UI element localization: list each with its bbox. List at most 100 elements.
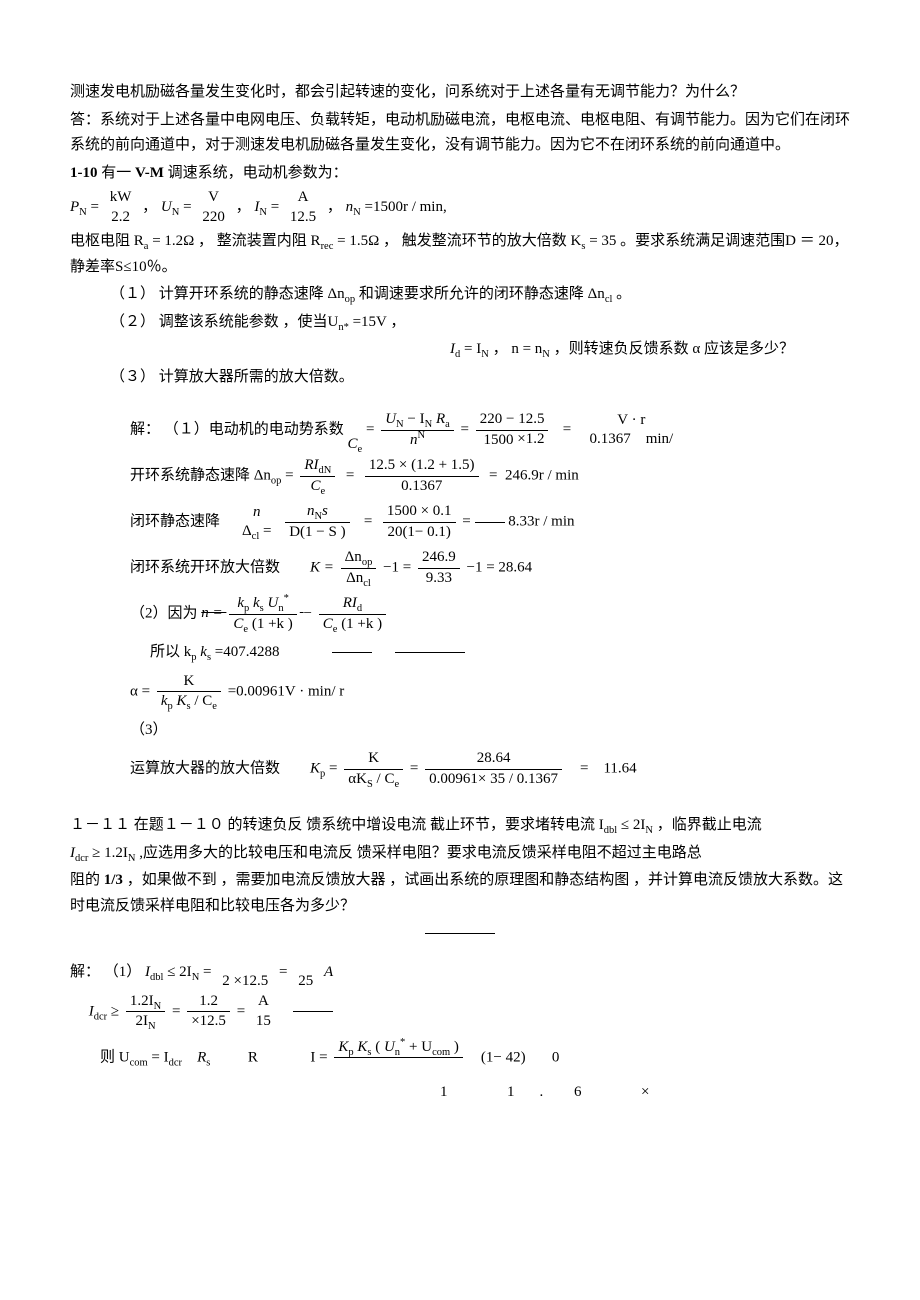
den: Δncl — [341, 569, 377, 589]
sub: e — [333, 624, 338, 635]
sym-P: P — [70, 199, 79, 215]
lhs: n Δcl = — [235, 503, 278, 542]
sub: a — [445, 419, 450, 430]
sym: U — [384, 1039, 395, 1055]
sym: − I — [407, 411, 424, 427]
problem-number: 1-10 — [70, 165, 98, 181]
eq: = — [271, 199, 283, 215]
text: 阻的 — [70, 872, 104, 888]
text: 电枢电阻 R — [70, 233, 144, 249]
sub: e — [394, 779, 399, 790]
text: n = kp ks Un* Ce (1 +k ) — [201, 605, 303, 621]
text: =407.4288 — [215, 644, 280, 660]
solution-8: 运算放大器的放大倍数 Kp = K αKS / Ce = 28.64 0.009… — [130, 749, 850, 789]
sub: N — [192, 971, 200, 982]
text: ，临界截止电流 — [657, 817, 762, 833]
den: ×12.5 — [187, 1012, 230, 1032]
paragraph-params-2: 电枢电阻 Ra = 1.2Ω ， 整流装置内阻 Rrec = 1.5Ω ， 触发… — [70, 229, 850, 280]
eq: = — [366, 421, 378, 437]
frac: 25 — [291, 953, 320, 992]
eq: = — [410, 760, 422, 776]
result: 246.9r / min — [505, 467, 579, 483]
text: ( — [375, 1039, 380, 1055]
overline — [293, 1011, 333, 1012]
solution-1: 解： （１）电动机的电动势系数 Ce = UN − IN Ra nN = 220… — [130, 410, 850, 450]
eq: = — [279, 963, 291, 979]
sub: n — [278, 603, 283, 614]
comma: ， — [142, 199, 157, 215]
bottom-row: 1 1 . 6 × — [440, 1078, 651, 1107]
den: 0.00961× 35 / 0.1367 — [425, 770, 562, 790]
frac: 1.2IN 2IN — [123, 992, 168, 1032]
sub: dbl — [604, 825, 617, 836]
num: nNs — [285, 502, 349, 523]
problem-1-11-c: 阻的 1/3 ，如果做不到 ，需要加电流反馈放大器 ，试画出系统的原理图和静态结… — [70, 868, 850, 919]
sub: N — [481, 349, 489, 360]
text: 运算放大器的放大倍数 — [130, 760, 280, 776]
num: A — [252, 992, 275, 1012]
num: kW — [106, 188, 136, 208]
sym: U — [268, 595, 279, 611]
den: 20(1− 0.1) — [383, 523, 456, 543]
sub: N — [645, 825, 653, 836]
sub: e — [321, 486, 326, 497]
sym: C — [323, 616, 333, 632]
val: 0.1367 — [589, 431, 630, 447]
eq: = — [462, 513, 474, 529]
sym: R — [197, 1049, 206, 1065]
sym: C — [311, 478, 321, 494]
sub: s — [581, 241, 585, 252]
sym: Δn — [346, 570, 363, 586]
text: (1 +k ) — [341, 616, 382, 632]
solution-6: 所以 kp ks =407.4288 — [150, 640, 850, 666]
sym: s — [322, 503, 328, 519]
comma: ， — [236, 199, 251, 215]
res: V · r 0.1367 min/ — [582, 411, 680, 450]
num: K — [157, 672, 221, 693]
sym: U — [385, 411, 396, 427]
text: 220 − 12.5 — [480, 411, 545, 427]
sym: k — [161, 693, 168, 709]
question-1: （１） 计算开环系统的静态速降 Δnop 和调速要求所允许的闭环静态速降 Δnc… — [110, 282, 850, 308]
sup: * — [284, 593, 289, 604]
text: ≥ — [111, 1003, 123, 1019]
sym: n — [253, 504, 261, 520]
frac: V220 — [195, 188, 232, 227]
num: n — [238, 503, 275, 523]
sub: p — [244, 603, 249, 614]
den — [334, 1058, 463, 1078]
text: / C — [194, 693, 212, 709]
sup: * — [400, 1037, 405, 1048]
sym-U: U — [161, 199, 172, 215]
den: αKS / Ce — [344, 770, 403, 790]
equation-parameters: PN = kW2.2 ， UN = V220 ， IN = A12.5 ， nN… — [70, 188, 850, 227]
sub: N — [425, 419, 433, 430]
sub: dbl — [150, 971, 163, 982]
den: 220 — [198, 208, 229, 228]
question-3: （３） 计算放大器所需的放大倍数。 — [110, 365, 850, 391]
text: (1− 42) 0 — [481, 1049, 559, 1065]
frac: A 15 — [249, 992, 278, 1031]
text: ，如果做不到 ，需要加电流反馈放大器 ，试画出系统的原理图和静态结构图 ，并计算… — [70, 872, 843, 914]
solution-4: 闭环系统开环放大倍数 K = Δnop Δncl −1 = 246.9 9.33… — [130, 548, 850, 588]
sub: N — [154, 1001, 162, 1012]
text: ，则转速负反馈系数 α 应该是多少？ — [554, 341, 794, 357]
sym: K = — [310, 559, 338, 575]
frac: Δnop Δncl — [338, 548, 380, 588]
num: 1.2 — [187, 992, 230, 1013]
spacer — [70, 392, 850, 404]
text: = I — [151, 1049, 168, 1065]
frac: nNs D(1 − S ) — [282, 502, 352, 542]
frac: K αKS / Ce — [341, 749, 406, 789]
frac: kW2.2 — [103, 188, 139, 227]
eq: = — [91, 199, 103, 215]
sub: cl — [363, 578, 371, 589]
unit: A — [324, 963, 333, 979]
text: ， n = n — [493, 341, 543, 357]
overline — [395, 652, 465, 653]
val: =1500r / min, — [365, 199, 447, 215]
frac: A12.5 — [283, 188, 323, 227]
text: 闭环静态速降 — [130, 513, 220, 529]
paragraph-question: 测速发电机励磁各量发生变化时，都会引起转速的变化，问系统对于上述各量有无调节能力… — [70, 80, 850, 106]
den: 2IN — [126, 1012, 165, 1032]
